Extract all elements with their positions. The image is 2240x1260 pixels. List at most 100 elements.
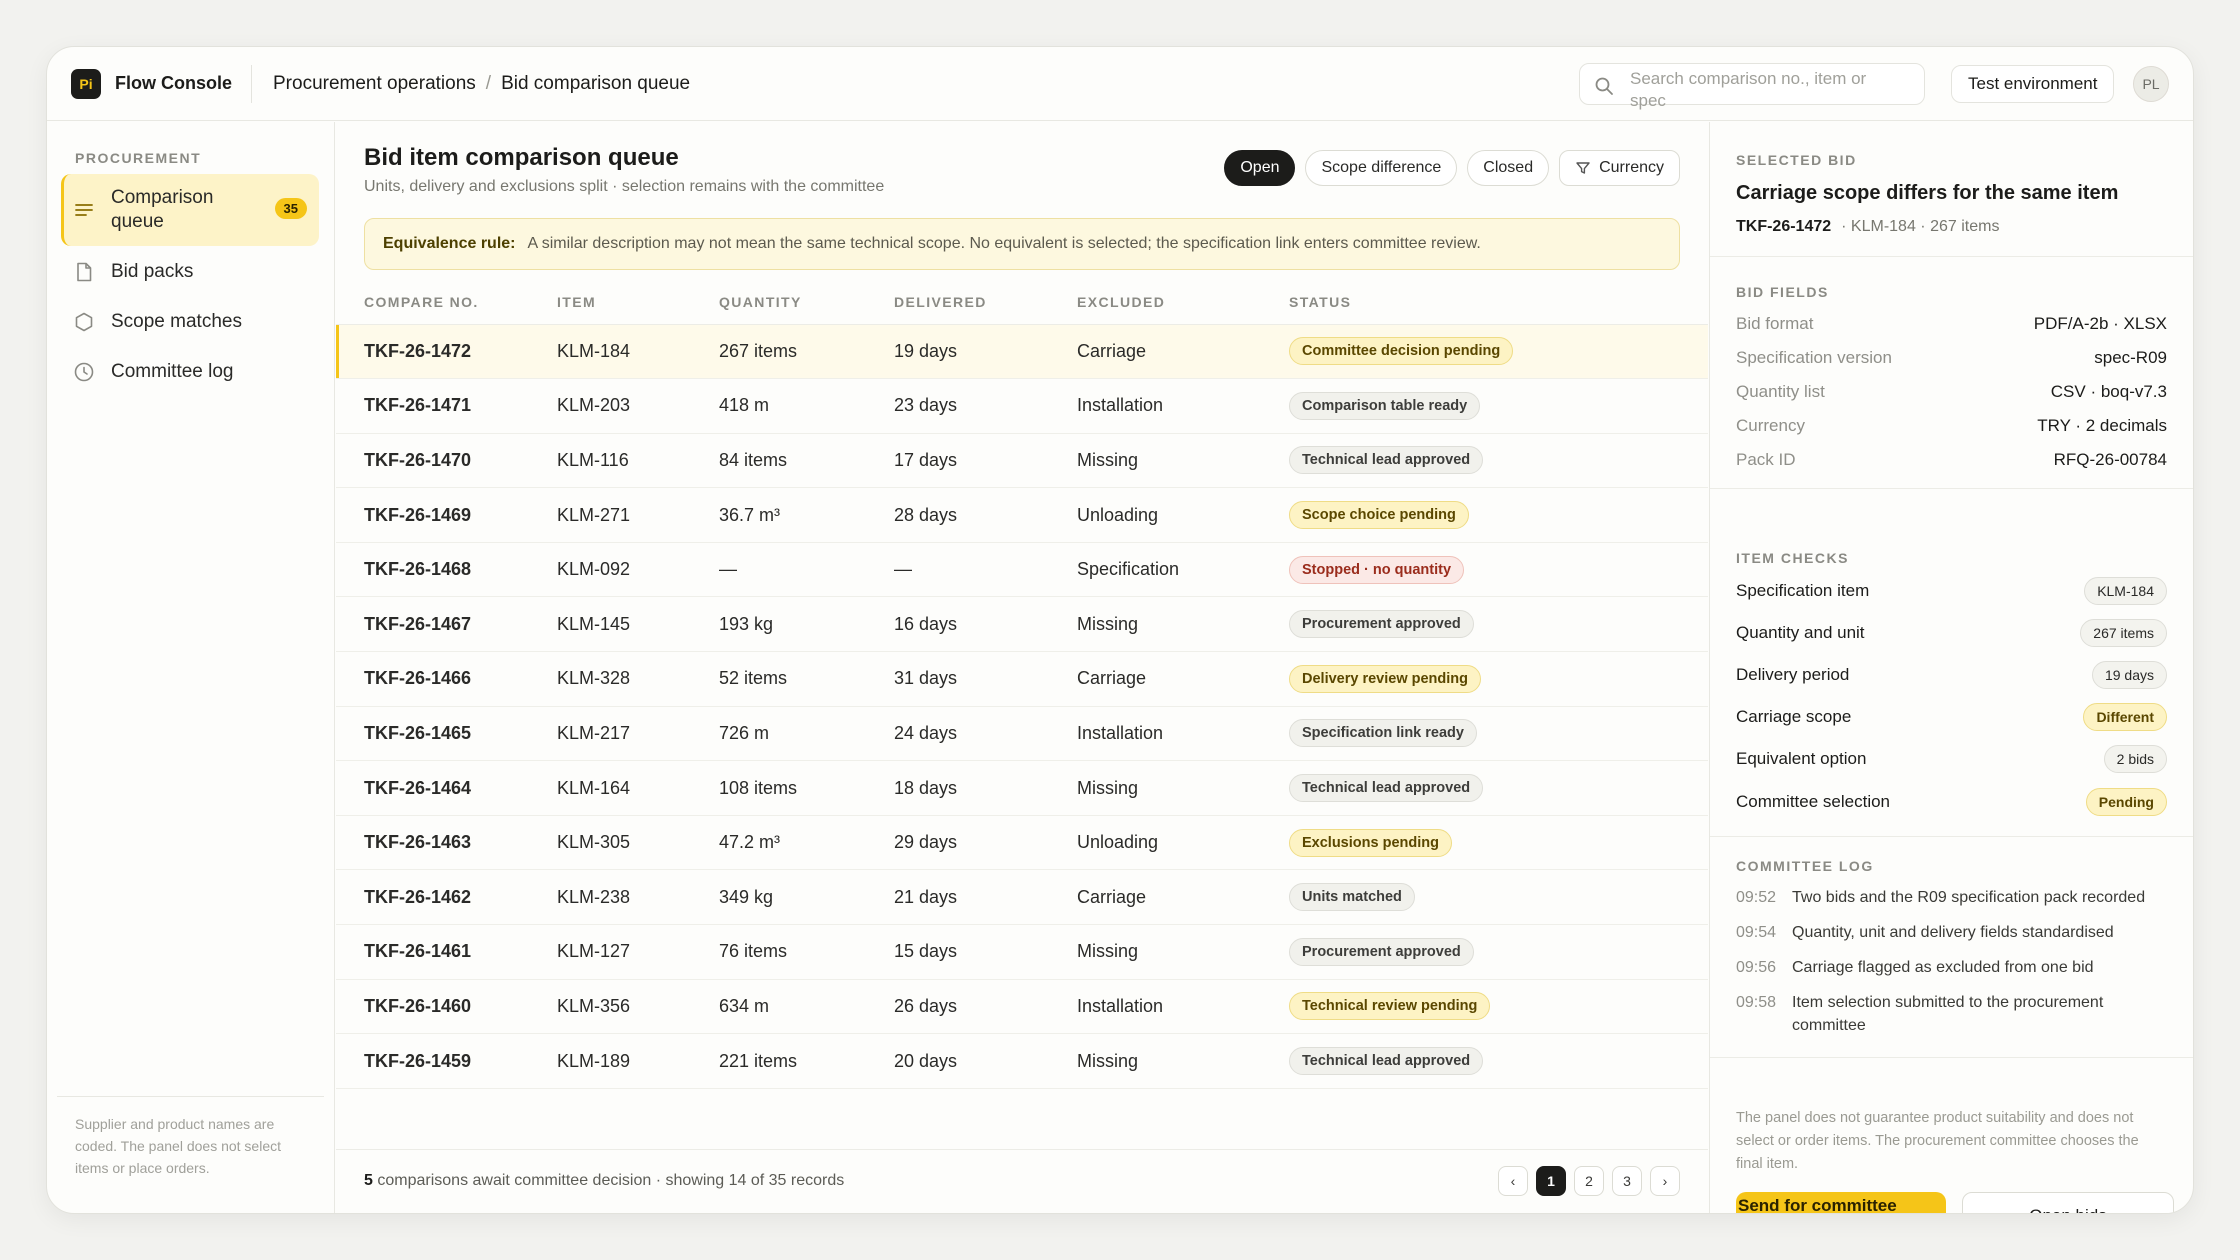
delivered-cell: 16 days: [894, 596, 1077, 653]
open-bids-button[interactable]: Open bids: [1962, 1192, 2174, 1213]
table-row[interactable]: TKF-26-1468 KLM-092— — Specification Stopped…: [336, 542, 1708, 598]
panel-title: Carriage scope differs for the same item: [1736, 182, 2119, 204]
status-badge: Specification link ready: [1289, 719, 1477, 748]
app-name[interactable]: Flow Console: [115, 73, 232, 93]
filter-scope-difference[interactable]: Scope difference: [1305, 150, 1458, 186]
rule-text: A similar description may not mean the s…: [527, 235, 1481, 252]
search-input[interactable]: [1630, 64, 1910, 104]
quantity-cell: 108 items: [719, 760, 894, 816]
status-cell: Scope choice pending: [1289, 487, 1708, 543]
page-button[interactable]: 3: [1612, 1166, 1642, 1196]
field-value: PDF/A-2b · XLSX: [2033, 314, 2167, 333]
status-cell: Technical lead approved: [1289, 760, 1708, 816]
status-badge: Technical lead approved: [1289, 774, 1484, 803]
column-header[interactable]: COMPARE NO.: [336, 280, 557, 325]
status-cell: Specification link ready: [1289, 706, 1708, 762]
page-title: Bid item comparison queue: [364, 144, 679, 171]
table-row[interactable]: TKF-26-1466 KLM-328 52 items 31 days Carriag…: [336, 651, 1708, 707]
filter-bar: Open Scope difference Closed Currency: [1224, 150, 1680, 186]
search-box[interactable]: Search comparison no., item or spec: [1579, 63, 1925, 110]
sidebar-item-bid-packs[interactable]: Bid packs: [61, 248, 319, 296]
breadcrumb-parent[interactable]: Procurement operations: [273, 73, 476, 94]
item-cell: KLM-164: [557, 760, 719, 816]
status-badge: Comparison table ready: [1289, 391, 1481, 420]
delivered-cell: 26 days: [894, 979, 1077, 1035]
item-cell: KLM-127: [557, 924, 719, 980]
field-row: Quantity list CSV · boq-v7.3: [1736, 382, 2167, 402]
table-row[interactable]: TKF-26-1471 KLM-203 418 m 23 days Installati…: [336, 378, 1708, 434]
field-key: Quantity list: [1736, 382, 1825, 401]
status-badge: Technical lead approved: [1289, 1047, 1484, 1076]
table-row[interactable]: TKF-26-1472 KLM-184 267 items 19 days Carria…: [336, 324, 1708, 380]
status-badge: Stopped · no quantity: [1289, 555, 1465, 584]
page-button[interactable]: 1: [1536, 1166, 1566, 1196]
sidebar-item-committee-log[interactable]: Committee log: [61, 348, 319, 396]
table-row[interactable]: TKF-26-1463 KLM-305 47.2 m³ 29 days Unloadin…: [336, 815, 1708, 871]
rule-label: Equivalence rule:: [383, 235, 516, 252]
table-row[interactable]: TKF-26-1461 KLM-127 76 items 15 days Missing…: [336, 924, 1708, 980]
column-header[interactable]: STATUS: [1289, 280, 1708, 325]
check-value-pill: Pending: [2085, 788, 2167, 816]
divider: [1710, 1057, 2193, 1058]
sidebar-item-comparison-queue[interactable]: Comparison queue 35: [61, 174, 319, 246]
breadcrumb-separator: /: [485, 73, 492, 94]
column-header[interactable]: QUANTITY: [719, 280, 894, 325]
compare-no-cell: TKF-26-1465: [336, 706, 557, 762]
table-row[interactable]: TKF-26-1462 KLM-238 349 kg 21 days Carriage U…: [336, 869, 1708, 926]
excluded-cell: Missing: [1077, 596, 1289, 653]
status-badge: Procurement approved: [1289, 610, 1474, 639]
user-avatar[interactable]: PL: [2133, 66, 2169, 102]
item-cell: KLM-356: [557, 979, 719, 1035]
filter-currency[interactable]: Currency: [1559, 150, 1680, 186]
excluded-cell: Missing: [1077, 760, 1289, 816]
sidebar-item-scope-matches[interactable]: Scope matches: [61, 298, 319, 346]
footer-summary: 5 comparisons await committee decision ·…: [364, 1172, 844, 1190]
delivered-cell: —: [894, 542, 1077, 598]
table-row[interactable]: TKF-26-1459 KLM-189 221 items 20 days Missin…: [336, 1033, 1708, 1089]
compare-no-cell: TKF-26-1468: [336, 542, 557, 598]
excluded-cell: Carriage: [1077, 651, 1289, 707]
next-page-button[interactable]: ›: [1650, 1166, 1680, 1196]
item-cell: KLM-328: [557, 651, 719, 707]
prev-page-button[interactable]: ‹: [1498, 1166, 1528, 1196]
status-cell: Procurement approved: [1289, 924, 1708, 980]
column-header[interactable]: ITEM: [557, 280, 719, 325]
status-cell: Technical lead approved: [1289, 433, 1708, 489]
status-cell: Procurement approved: [1289, 596, 1708, 653]
environment-button[interactable]: Test environment: [1951, 65, 2115, 103]
table-row[interactable]: TKF-26-1460 KLM-356 634 m 26 days Installati…: [336, 979, 1708, 1035]
page-button[interactable]: 2: [1574, 1166, 1604, 1196]
status-cell: Delivery review pending: [1289, 651, 1708, 707]
column-header[interactable]: EXCLUDED: [1077, 280, 1289, 325]
compare-no-cell: TKF-26-1462: [336, 869, 557, 926]
filter-open[interactable]: Open: [1224, 150, 1296, 186]
quantity-cell: 221 items: [719, 1033, 894, 1089]
pagination: ‹ 1 2 3 ›: [1498, 1166, 1680, 1196]
column-header[interactable]: DELIVERED: [894, 280, 1077, 325]
delivered-cell: 15 days: [894, 924, 1077, 980]
table-row[interactable]: TKF-26-1467 KLM-145 193 kg 16 days Missing Pr…: [336, 596, 1708, 653]
status-cell: Technical lead approved: [1289, 1033, 1708, 1089]
compare-no-cell: TKF-26-1464: [336, 760, 557, 816]
field-row: Specification version spec-R09: [1736, 348, 2167, 368]
document-icon: [77, 262, 92, 282]
compare-no-cell: TKF-26-1463: [336, 815, 557, 871]
detail-panel: SELECTED BID Carriage scope differs for …: [1709, 122, 2193, 1213]
send-for-review-button[interactable]: Send for committee review: [1736, 1192, 1946, 1213]
sidebar: PROCUREMENT Comparison queue 35 Bid pack…: [47, 122, 335, 1213]
top-bar: Pi Flow Console Procurement operations /…: [47, 47, 2193, 121]
quantity-cell: —: [719, 542, 894, 598]
compare-no-cell: TKF-26-1466: [336, 651, 557, 707]
table-row[interactable]: TKF-26-1464 KLM-164 108 items 18 days Missin…: [336, 760, 1708, 816]
check-value-pill: 19 days: [2091, 661, 2167, 689]
selected-bid-id: TKF-26-1472: [1736, 218, 1832, 235]
filter-closed[interactable]: Closed: [1467, 150, 1550, 186]
table-row[interactable]: TKF-26-1470 KLM-116 84 items 17 days Missing…: [336, 433, 1708, 489]
status-cell: Technical review pending: [1289, 979, 1708, 1035]
delivered-cell: 21 days: [894, 869, 1077, 926]
status-cell: Exclusions pending: [1289, 815, 1708, 871]
table-row[interactable]: TKF-26-1465 KLM-217 726 m 24 days Installati…: [336, 706, 1708, 762]
check-label: Committee selection: [1736, 792, 1891, 811]
table-row[interactable]: TKF-26-1469 KLM-271 36.7 m³ 28 days Unloadin…: [336, 487, 1708, 543]
log-entry: 09:58 Item selection submitted to the pro…: [1736, 991, 2173, 1037]
